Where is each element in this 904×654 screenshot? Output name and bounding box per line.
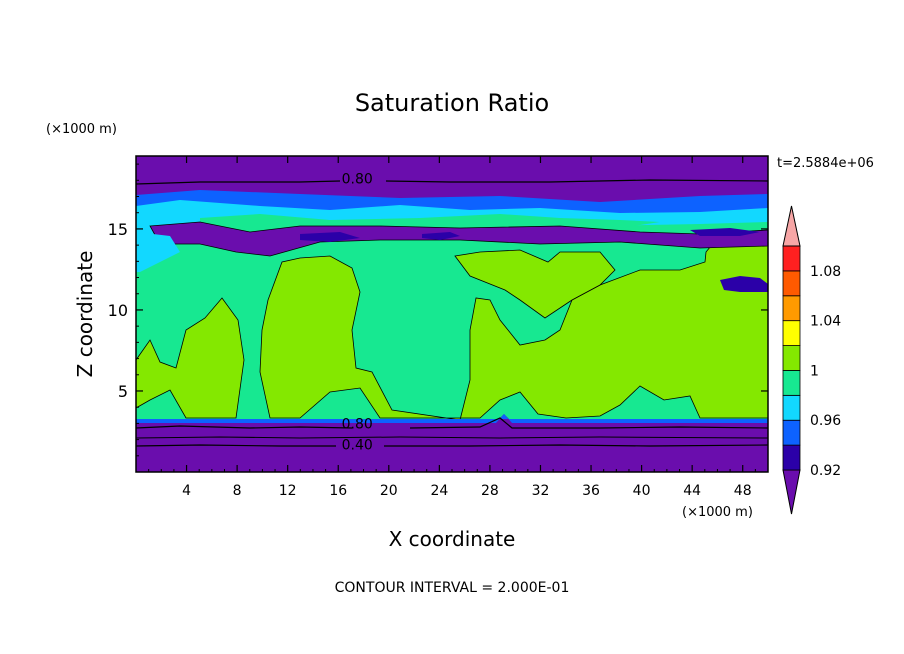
x-tick-label: 12 (279, 483, 297, 499)
plume-region (259, 231, 768, 421)
contour-0-40 (136, 444, 768, 447)
y-tick-label: 5 (118, 382, 128, 401)
colorbar-swatch (782, 444, 801, 471)
x-axis-ticks: 4 8 12 16 20 24 28 32 36 40 44 48 (148, 156, 756, 499)
x-tick-label: 36 (582, 483, 600, 499)
mid-purple-streak (149, 221, 768, 257)
x-tick-label: 48 (734, 483, 752, 499)
x-tick-label: 16 (329, 483, 347, 499)
contour-interval-note: CONTOUR INTERVAL = 2.000E-01 (335, 580, 570, 596)
y-tick-label: 15 (108, 220, 128, 239)
x-tick-label: 32 (532, 483, 550, 499)
colorbar-min-arrow (782, 469, 801, 515)
mid-blue-streak (300, 228, 760, 242)
chart-title: Saturation Ratio (355, 89, 549, 117)
colorbar-label: 1.08 (810, 264, 841, 280)
colorbar-swatch (782, 295, 801, 322)
colorbar-swatch (782, 270, 801, 297)
contour-mid (136, 436, 768, 439)
x-tick-label: 28 (481, 483, 499, 499)
contour-0-80-lower (136, 417, 768, 429)
colorbar-label: 0.92 (810, 463, 841, 479)
colorbar-max-arrow (782, 205, 801, 247)
contour-label: 0.80 (342, 172, 373, 188)
colorbar-swatch (782, 245, 801, 272)
colorbar-swatch (782, 345, 801, 371)
x-axis-label: X coordinate (389, 527, 516, 551)
boundary-layer (136, 414, 768, 472)
y-unit-label: (×1000 m) (46, 122, 117, 137)
contour-labels: 0.80 0.80 0.40 (342, 172, 373, 454)
y-axis-label: Z coordinate (73, 251, 97, 378)
contour-0-80-upper (136, 179, 768, 185)
x-tick-label: 44 (683, 483, 701, 499)
x-tick-label: 20 (380, 483, 398, 499)
time-label: t=2.5884e+06 (777, 156, 874, 171)
left-cyan-fringe (136, 232, 180, 272)
colorbar: 1.08 1.04 1 0.96 0.92 (782, 205, 841, 515)
colorbar-swatch (782, 419, 801, 446)
plume-left (136, 297, 245, 419)
right-blue-blob (720, 276, 768, 292)
x-unit-label: (×1000 m) (682, 505, 753, 520)
colorbar-label: 1.04 (810, 314, 841, 330)
contour-label: 0.40 (342, 437, 373, 453)
plot-area (136, 156, 768, 472)
boundary-blue-edge (136, 414, 768, 423)
x-tick-label: 24 (430, 483, 448, 499)
contour-label: 0.80 (342, 416, 373, 432)
colorbar-label: 1 (810, 363, 819, 379)
colorbar-label: 0.96 (810, 413, 841, 429)
x-tick-label: 40 (633, 483, 651, 499)
x-tick-label: 8 (233, 483, 242, 499)
y-axis-ticks: 5 10 15 (108, 163, 768, 457)
colorbar-swatch (782, 394, 801, 421)
colorbar-swatch (782, 320, 801, 346)
y-tick-label: 10 (108, 301, 128, 320)
x-tick-label: 4 (182, 483, 191, 499)
plume-right (454, 249, 616, 319)
colorbar-swatch (782, 370, 801, 396)
